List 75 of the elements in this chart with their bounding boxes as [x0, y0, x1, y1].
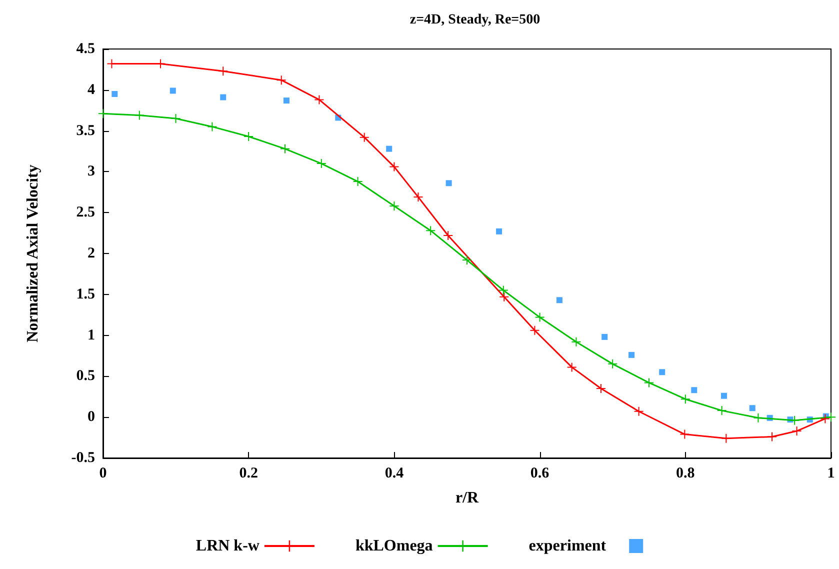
point	[98, 109, 108, 118]
point	[414, 192, 423, 202]
point	[276, 76, 286, 85]
legend-label: experiment	[528, 538, 607, 554]
point	[644, 378, 654, 388]
point	[220, 94, 226, 100]
y-tick-label: 0.5	[76, 368, 95, 384]
x-tick-label: 0.2	[239, 466, 258, 482]
point	[112, 90, 118, 97]
legend-label: kkLOmega	[355, 538, 433, 554]
point	[390, 202, 399, 211]
y-tick-label: 3.5	[76, 122, 95, 139]
point	[498, 286, 508, 295]
y-tick-label: 0	[88, 409, 95, 426]
chart-title: z=4D, Steady, Re=500	[410, 12, 540, 28]
point	[792, 426, 802, 436]
point	[134, 110, 144, 120]
point	[390, 162, 399, 172]
point	[720, 392, 727, 399]
point	[602, 334, 608, 340]
point	[316, 159, 326, 168]
x-axis-title: r/R	[455, 490, 479, 506]
point	[749, 405, 756, 412]
point	[790, 416, 800, 425]
point	[535, 312, 544, 322]
y-axis-title: Normalized Axial Velocity	[24, 164, 42, 342]
point	[722, 434, 731, 443]
y-tick-label: 2.5	[76, 204, 95, 221]
point	[386, 146, 392, 152]
x-tick-label: 0.8	[676, 466, 695, 482]
point	[567, 362, 576, 372]
point	[500, 292, 509, 302]
point	[634, 406, 644, 416]
point	[244, 132, 254, 142]
legend-label: LRN k-w	[196, 538, 260, 554]
y-tick-label: 3	[88, 164, 95, 180]
point	[360, 132, 369, 142]
point	[280, 144, 290, 154]
x-tick-label: 0.6	[530, 466, 550, 482]
point	[572, 337, 581, 346]
y-tick-label: 4	[88, 82, 96, 98]
point	[208, 122, 217, 132]
point	[170, 88, 176, 94]
point	[426, 226, 436, 236]
x-tick-label: 0	[99, 466, 107, 482]
point	[444, 231, 453, 240]
point	[691, 387, 698, 394]
point	[218, 66, 228, 76]
point	[768, 432, 777, 442]
y-tick-label: 1	[88, 327, 95, 344]
y-tick-label: 4.5	[76, 41, 95, 57]
point	[530, 326, 540, 335]
y-tick-label: 1.5	[76, 286, 95, 302]
point	[556, 297, 562, 304]
point	[680, 394, 690, 404]
point	[826, 412, 836, 422]
point	[754, 413, 763, 422]
point	[680, 430, 690, 439]
point	[353, 177, 362, 186]
point	[717, 406, 726, 416]
point	[446, 180, 452, 186]
point	[820, 414, 830, 424]
y-tick-label: 2	[88, 246, 95, 262]
x-tick-label: 0.4	[384, 466, 404, 482]
point	[314, 95, 324, 104]
y-tick-label: -0.5	[71, 450, 95, 466]
point	[659, 369, 666, 376]
point	[283, 98, 290, 104]
point	[608, 359, 618, 368]
x-tick-label: 1	[827, 466, 835, 482]
point	[462, 256, 472, 265]
point	[496, 228, 502, 234]
point	[171, 114, 180, 124]
point	[596, 384, 606, 393]
point	[628, 352, 635, 358]
